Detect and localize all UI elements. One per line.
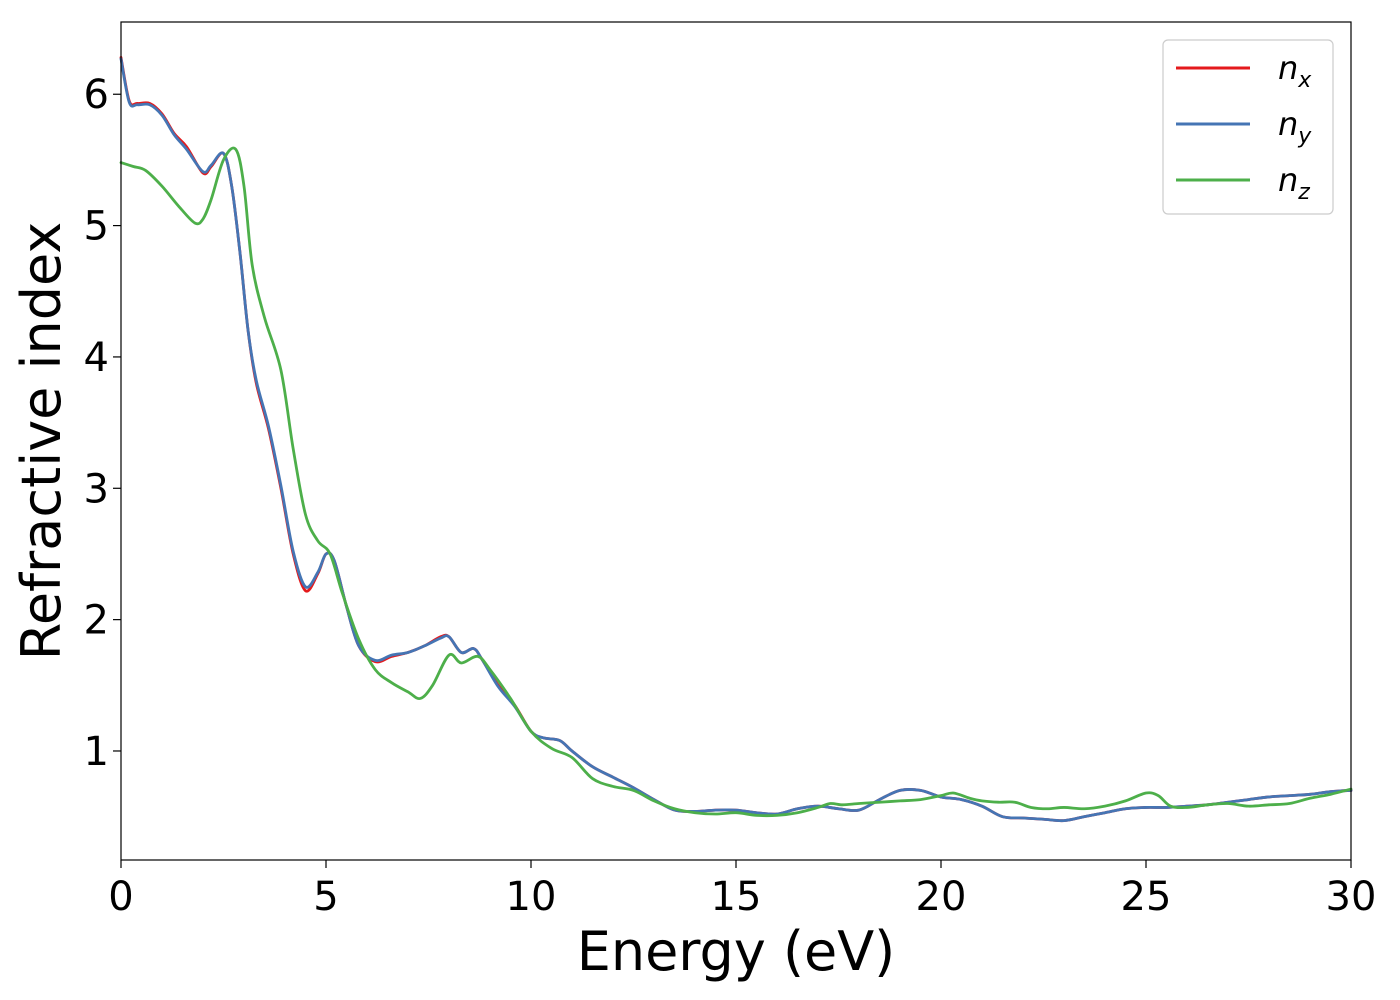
y-tick-label: 6 [84,72,109,118]
x-tick-label: 15 [711,874,762,920]
y-tick-label: 1 [84,729,109,775]
y-axis-title: Refractive index [10,222,73,661]
y-tick-label: 3 [84,466,109,512]
y-tick-label: 5 [84,204,109,250]
x-tick-label: 25 [1121,874,1172,920]
legend-label-z: nz [1278,161,1310,205]
legend: nx ny nz [1162,39,1334,215]
y-axis-ticks: 1 2 3 4 5 6 [84,72,121,775]
legend-label-y: ny [1278,105,1312,149]
series-line-y [119,57,1353,823]
legend-label-x: nx [1278,49,1312,93]
y-tick-label: 4 [84,335,109,381]
legend-items: nx ny nz [1176,49,1312,205]
x-tick-label: 10 [506,874,557,920]
series-layer [119,56,1353,823]
legend-box [1162,39,1334,215]
x-axis-ticks: 0 5 10 15 20 25 30 [108,860,1376,920]
x-tick-label: 20 [916,874,967,920]
y-tick-label: 2 [84,598,109,644]
x-tick-label: 30 [1326,874,1377,920]
x-axis-title: Energy (eV) [577,920,896,983]
plot-area [119,56,1353,823]
series-line-z [119,146,1353,818]
x-tick-label: 0 [108,874,133,920]
x-tick-label: 5 [313,874,338,920]
